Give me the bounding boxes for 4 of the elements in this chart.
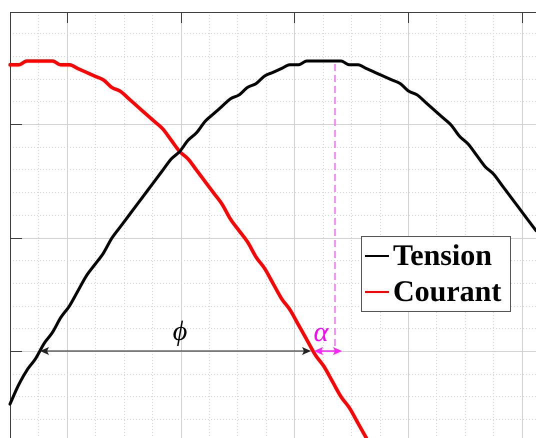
legend-label: Tension bbox=[393, 239, 492, 273]
annotation: ϕ bbox=[172, 316, 188, 347]
annotation: α bbox=[314, 317, 328, 348]
legend-label: Courant bbox=[393, 275, 502, 309]
